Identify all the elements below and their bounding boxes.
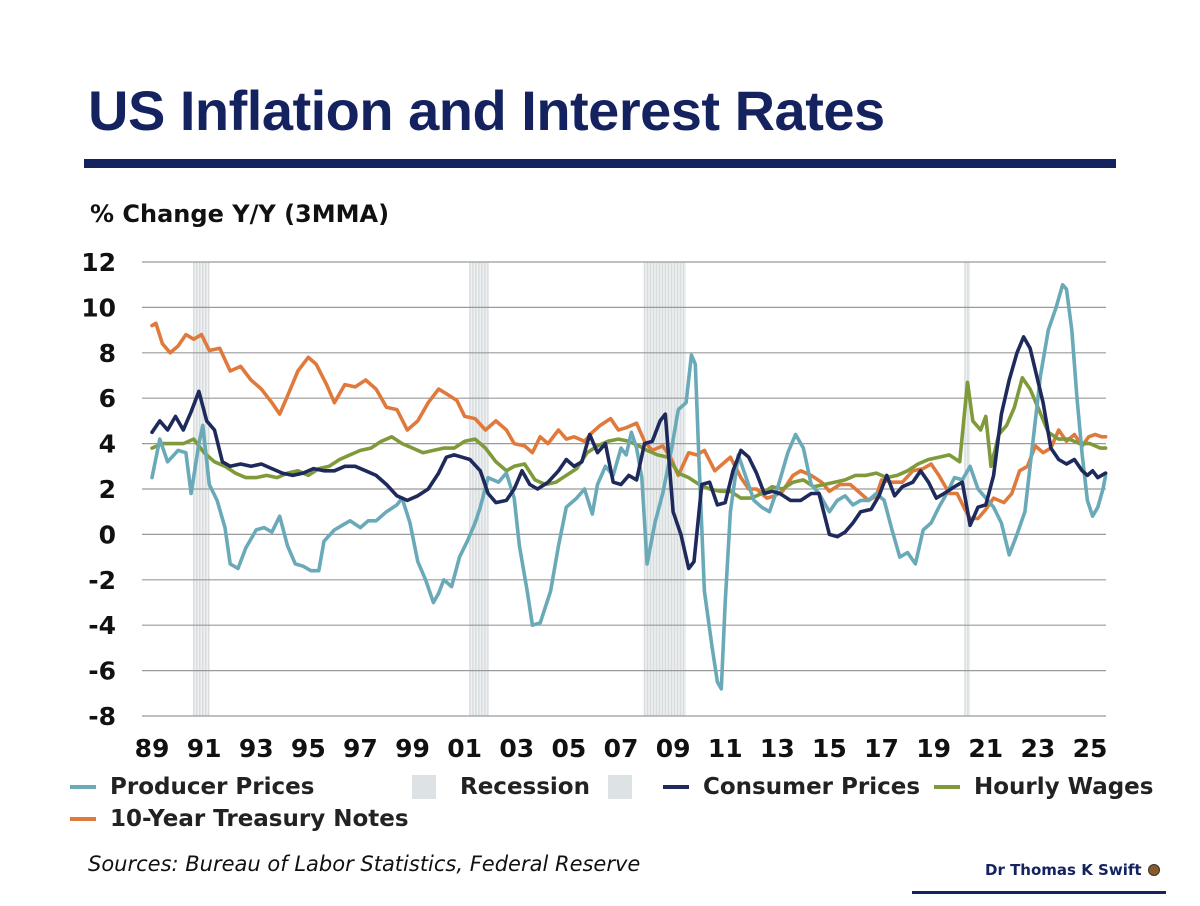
legend-recession: Recession <box>412 774 632 800</box>
x-tick-label: 05 <box>551 734 586 763</box>
y-tick-label: -4 <box>88 611 116 640</box>
legend-swatch-wages <box>934 785 960 789</box>
y-tick-label: 6 <box>99 384 116 413</box>
x-tick-label: 07 <box>604 734 639 763</box>
x-tick-label: 19 <box>916 734 951 763</box>
gridlines <box>142 261 1106 717</box>
page-title: US Inflation and Interest Rates <box>88 79 885 142</box>
author-credit: Dr Thomas K Swift <box>985 861 1160 879</box>
legend-producer-prices: Producer Prices <box>70 774 314 800</box>
x-tick-label: 09 <box>656 734 691 763</box>
legend-label-recession: Recession <box>460 774 590 800</box>
y-tick-label: -8 <box>88 702 116 731</box>
x-tick-label: 97 <box>343 734 378 763</box>
x-tick-label: 21 <box>968 734 1003 763</box>
y-tick-label: 4 <box>99 430 116 459</box>
x-tick-label: 11 <box>708 734 743 763</box>
author-underline <box>912 891 1166 894</box>
title-underline <box>84 159 1116 168</box>
y-tick-label: 8 <box>99 339 116 368</box>
x-tick-label: 89 <box>135 734 170 763</box>
legend-swatch-recession-right <box>607 775 632 799</box>
y-axis-label: % Change Y/Y (3MMA) <box>90 200 390 228</box>
x-tick-label: 17 <box>864 734 899 763</box>
series-line-producer <box>150 282 1108 691</box>
y-tick-label: 0 <box>99 520 116 549</box>
legend-label-treasury: 10-Year Treasury Notes <box>110 806 409 832</box>
x-tick-label: 99 <box>395 734 430 763</box>
legend-treasury-notes: 10-Year Treasury Notes <box>70 806 409 832</box>
y-tick-label: -2 <box>88 566 116 595</box>
x-tick-label: 03 <box>499 734 534 763</box>
x-tick-label: 01 <box>447 734 482 763</box>
legend-swatch-consumer <box>663 785 689 789</box>
y-tick-labels: 12 10 8 6 4 2 0 -2 -4 -6 -8 <box>81 248 116 731</box>
y-tick-label: -6 <box>88 657 116 686</box>
x-tick-label: 91 <box>187 734 222 763</box>
y-tick-label: 10 <box>81 293 116 322</box>
legend-swatch-recession-left <box>412 775 436 799</box>
x-tick-label: 13 <box>760 734 795 763</box>
legend-swatch-producer <box>70 785 96 789</box>
legend-consumer-prices: Consumer Prices <box>663 774 920 800</box>
series-lines <box>150 282 1108 691</box>
x-tick-label: 93 <box>239 734 274 763</box>
legend-label-wages: Hourly Wages <box>974 774 1154 800</box>
y-tick-label: 12 <box>81 248 116 277</box>
x-tick-label: 15 <box>812 734 847 763</box>
x-tick-label: 95 <box>291 734 326 763</box>
series-line-consumer <box>150 335 1108 571</box>
legend-label-producer: Producer Prices <box>110 774 315 800</box>
legend-swatch-treasury <box>70 817 96 821</box>
author-dot-icon <box>1147 864 1160 876</box>
legend-label-consumer: Consumer Prices <box>703 774 921 800</box>
y-tick-label: 2 <box>99 475 116 504</box>
x-tick-labels: 89 91 93 95 97 99 01 03 05 07 09 11 13 15 17 19 21 23 25 <box>135 734 1108 763</box>
x-tick-label: 23 <box>1020 734 1055 763</box>
sources-note: Sources: Bureau of Labor Statistics, Fed… <box>88 852 641 876</box>
x-tick-label: 25 <box>1073 734 1108 763</box>
legend-hourly-wages: Hourly Wages <box>934 774 1153 800</box>
author-name: Dr Thomas K Swift <box>985 861 1142 879</box>
